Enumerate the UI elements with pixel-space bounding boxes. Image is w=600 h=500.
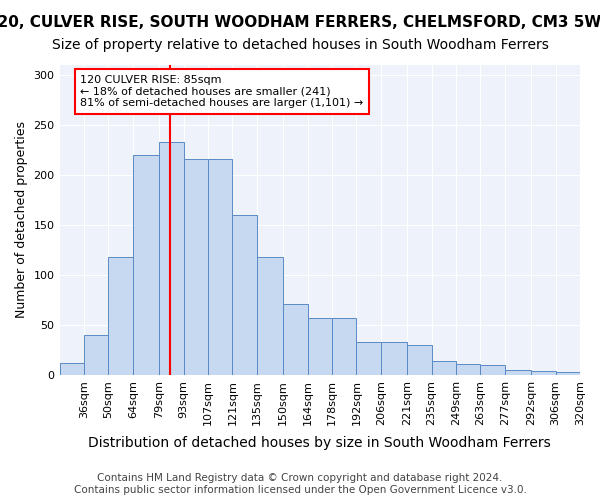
Bar <box>59 363 84 375</box>
Bar <box>332 318 356 375</box>
Bar <box>431 361 456 375</box>
Bar <box>407 345 431 375</box>
Text: 120, CULVER RISE, SOUTH WOODHAM FERRERS, CHELMSFORD, CM3 5WG: 120, CULVER RISE, SOUTH WOODHAM FERRERS,… <box>0 15 600 30</box>
Bar <box>556 372 580 375</box>
Bar <box>133 155 159 375</box>
Bar <box>208 159 232 375</box>
Bar <box>283 304 308 375</box>
X-axis label: Distribution of detached houses by size in South Woodham Ferrers: Distribution of detached houses by size … <box>88 436 551 450</box>
Text: 120 CULVER RISE: 85sqm
← 18% of detached houses are smaller (241)
81% of semi-de: 120 CULVER RISE: 85sqm ← 18% of detached… <box>80 75 364 108</box>
Y-axis label: Number of detached properties: Number of detached properties <box>15 122 28 318</box>
Bar <box>232 215 257 375</box>
Bar <box>481 365 505 375</box>
Bar <box>159 142 184 375</box>
Bar <box>308 318 332 375</box>
Bar <box>84 335 109 375</box>
Bar <box>531 371 556 375</box>
Bar <box>381 342 407 375</box>
Bar <box>356 342 381 375</box>
Text: Size of property relative to detached houses in South Woodham Ferrers: Size of property relative to detached ho… <box>52 38 548 52</box>
Bar <box>456 364 481 375</box>
Text: Contains HM Land Registry data © Crown copyright and database right 2024.
Contai: Contains HM Land Registry data © Crown c… <box>74 474 526 495</box>
Bar <box>257 257 283 375</box>
Bar <box>109 257 133 375</box>
Bar <box>184 159 208 375</box>
Bar <box>505 370 531 375</box>
